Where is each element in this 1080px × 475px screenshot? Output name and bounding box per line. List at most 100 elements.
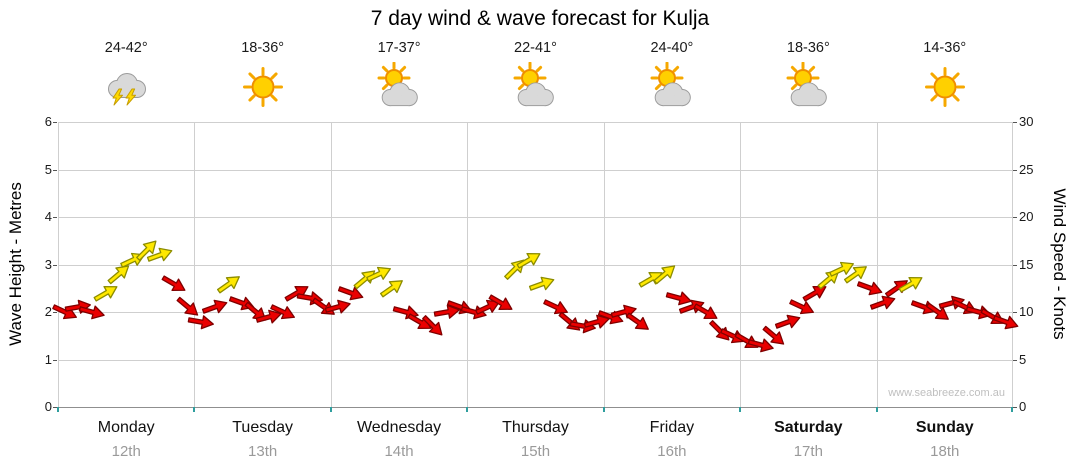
day-column: 18-36° xyxy=(194,40,330,112)
temperature-range: 24-42° xyxy=(104,40,148,56)
h-gridline xyxy=(58,169,1013,171)
wind-arrow xyxy=(664,286,694,309)
left-axis-tick-label: 4 xyxy=(44,209,52,224)
wind-arrow xyxy=(840,259,872,288)
wind-arrow xyxy=(827,256,859,283)
temperature-range: 18-36° xyxy=(786,40,830,56)
wind-arrow xyxy=(649,259,681,289)
sun-icon xyxy=(920,62,970,112)
wind-arrow xyxy=(254,305,284,328)
wind-arrow xyxy=(336,280,367,305)
wind-arrow xyxy=(199,295,230,320)
right-axis-tick-label: 30 xyxy=(1019,114,1034,129)
day-label: Monday xyxy=(97,419,155,436)
wind-arrow xyxy=(404,307,436,335)
day-label: Friday xyxy=(649,419,695,436)
wind-arrow xyxy=(322,296,352,319)
wind-arrow xyxy=(622,307,654,336)
date-label: 14th xyxy=(384,443,414,460)
v-gridline xyxy=(194,122,196,407)
sun-cloud-icon xyxy=(647,61,697,112)
x-axis-tick xyxy=(739,407,742,412)
wind-arrow xyxy=(991,309,1022,334)
day-label: Saturday xyxy=(774,419,843,436)
v-gridline xyxy=(58,122,59,407)
wind-arrow xyxy=(895,269,927,297)
wind-arrow xyxy=(854,276,885,301)
v-gridline xyxy=(603,122,605,407)
sun-icon xyxy=(238,62,288,112)
right-axis-tick xyxy=(1013,122,1017,123)
wind-arrow xyxy=(213,269,245,298)
v-gridline xyxy=(1012,122,1013,407)
sun-cloud-icon xyxy=(374,61,424,112)
right-axis-tick xyxy=(1013,312,1017,313)
temperature-range: 17-37° xyxy=(377,40,421,56)
wind-arrow xyxy=(104,259,136,289)
wind-arrow xyxy=(717,322,749,349)
date-label: 13th xyxy=(248,443,278,460)
day-column: 17-37° xyxy=(331,40,467,112)
wind-arrow xyxy=(527,271,558,296)
page-title: 7 day wind & wave forecast for Kulja xyxy=(370,7,710,30)
v-gridline xyxy=(467,122,469,407)
day-column: 22-41° xyxy=(467,40,603,112)
wind-arrow xyxy=(799,279,831,307)
h-gridline xyxy=(58,122,1013,123)
x-axis-tick xyxy=(193,407,196,412)
wind-arrow xyxy=(145,242,176,267)
temperature-range: 18-36° xyxy=(241,40,285,56)
h-gridline xyxy=(58,312,1013,313)
wind-arrow xyxy=(376,274,408,303)
right-axis-tick xyxy=(1013,264,1017,266)
v-gridline xyxy=(330,122,332,407)
temperature-range: 24-40° xyxy=(650,40,694,56)
left-axis-tick-label: 1 xyxy=(44,351,52,367)
wind-arrow xyxy=(922,297,954,326)
x-axis-tick xyxy=(1011,407,1013,412)
v-gridline xyxy=(740,122,742,407)
temperature-range: 14-36° xyxy=(923,40,967,56)
date-label: 15th xyxy=(520,443,551,460)
day-label: Wednesday xyxy=(356,419,442,436)
wind-arrow xyxy=(690,298,722,326)
day-column: 14-36° xyxy=(877,40,1013,112)
storm-icon xyxy=(101,62,151,112)
date-label: 17th xyxy=(793,443,823,460)
wind-arrow xyxy=(77,300,107,323)
left-axis-tick xyxy=(53,217,57,218)
left-axis-tick xyxy=(53,264,57,266)
left-axis-tick-label: 6 xyxy=(44,114,52,129)
left-axis-tick-label: 0 xyxy=(44,399,52,414)
watermark: www.seabreeze.com.au xyxy=(888,387,1005,399)
temperature-range: 22-41° xyxy=(514,40,557,56)
left-axis-tick xyxy=(53,359,57,361)
wind-arrow xyxy=(868,290,899,315)
wind-arrow xyxy=(418,311,449,342)
plot-area: www.seabreeze.com.au xyxy=(51,122,1019,412)
x-axis-tick xyxy=(602,407,605,412)
wind-arrow xyxy=(432,301,462,322)
h-gridline xyxy=(58,407,1013,408)
right-axis-tick xyxy=(1013,359,1017,361)
wind-arrow xyxy=(472,294,504,321)
right-axis-tick-label: 10 xyxy=(1019,304,1034,319)
day-dates-row: 12th 13th 14th 15th 16th 17th 18th xyxy=(58,443,1013,460)
sun-cloud-icon xyxy=(783,61,833,112)
left-axis-tick xyxy=(53,312,57,313)
wind-arrow xyxy=(363,261,395,288)
right-axis-tick xyxy=(1013,169,1017,171)
day-column: 24-40° xyxy=(604,40,740,112)
left-axis-tick xyxy=(53,407,57,408)
h-gridline xyxy=(58,217,1013,218)
right-axis-tick-label: 20 xyxy=(1019,209,1034,224)
day-label: Tuesday xyxy=(232,419,294,436)
x-axis-tick xyxy=(466,407,469,412)
wind-arrow xyxy=(758,321,790,351)
left-axis-tick xyxy=(53,169,57,171)
right-axis-tick xyxy=(1013,217,1017,218)
wind-arrow xyxy=(172,292,204,322)
wind-arrow xyxy=(582,310,612,333)
v-gridline xyxy=(876,122,878,407)
